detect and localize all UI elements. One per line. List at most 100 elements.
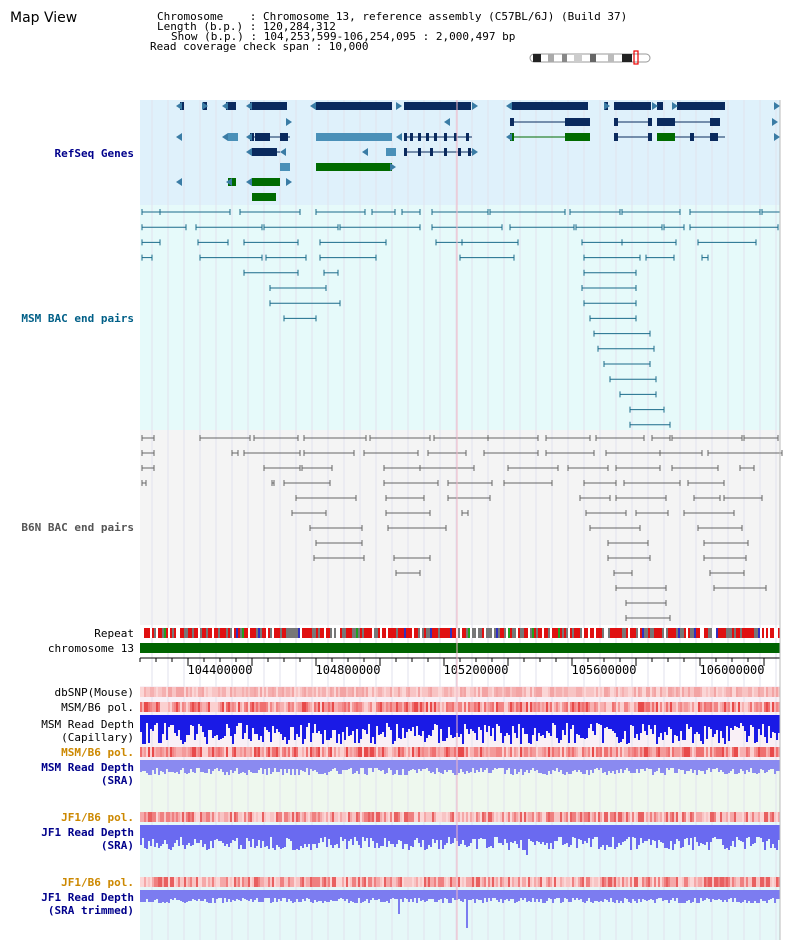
depth-bar <box>170 715 172 725</box>
depth-bar <box>726 715 728 726</box>
repeat-stripe <box>272 628 274 638</box>
heat-cell <box>508 812 510 822</box>
heat-cell <box>548 747 550 757</box>
depth-bar <box>510 760 512 774</box>
jf1-read-depth-trimmed-track[interactable] <box>140 890 780 928</box>
track-label-b6n-bac[interactable]: B6N BAC end pairs <box>21 521 134 534</box>
depth-bar <box>266 890 268 898</box>
dbsnp-heat-track[interactable] <box>140 687 780 697</box>
depth-bar <box>458 890 460 899</box>
depth-bar <box>712 825 714 838</box>
heat-cell <box>654 702 656 712</box>
depth-bar <box>324 890 326 901</box>
depth-bar <box>522 715 524 728</box>
track-label-dbsnp[interactable]: dbSNP(Mouse) <box>54 686 134 699</box>
depth-bar <box>662 760 664 773</box>
depth-bar <box>286 760 288 773</box>
track-label-msm-read-depth-sra[interactable]: MSM Read Depth (SRA) <box>0 761 134 787</box>
track-label-jf1-b6-pol-2[interactable]: JF1/B6 pol. <box>61 876 134 889</box>
depth-bar <box>356 825 358 841</box>
track-label-jf1-read-depth[interactable]: JF1 Read Depth (SRA) <box>0 826 134 852</box>
heat-cell <box>740 877 742 887</box>
repeat-stripe <box>702 628 704 638</box>
depth-bar <box>570 715 572 729</box>
heat-cell <box>710 812 712 822</box>
heat-cell <box>572 812 574 822</box>
heat-cell <box>616 747 618 757</box>
heat-cell <box>604 812 606 822</box>
heat-cell <box>666 877 668 887</box>
depth-bar <box>368 760 370 768</box>
repeat-stripe <box>270 628 272 638</box>
heat-cell <box>772 747 774 757</box>
heat-cell <box>512 747 514 757</box>
heat-cell <box>398 877 400 887</box>
heat-cell <box>440 747 442 757</box>
depth-bar <box>682 825 684 847</box>
chromosome-bar[interactable] <box>140 643 780 653</box>
track-label-refseq[interactable]: RefSeq Genes <box>54 147 134 160</box>
jf1-b6-pol-heat-track[interactable] <box>140 812 780 822</box>
track-label-chromosome[interactable]: chromosome 13 <box>47 642 134 655</box>
jf1-read-depth-track[interactable] <box>140 825 780 855</box>
msm-read-depth-sra-track[interactable] <box>140 760 780 775</box>
refseq-gene-features[interactable] <box>176 102 780 201</box>
track-label-repeat[interactable]: Repeat <box>94 627 134 640</box>
msm-b6-pol-heat-track[interactable] <box>140 702 780 712</box>
heat-cell <box>620 702 622 712</box>
track-label-jf1-read-depth-trimmed[interactable]: JF1 Read Depth (SRA trimmed) <box>0 891 134 917</box>
repeat-stripe <box>174 628 176 638</box>
repeat-stripe <box>748 628 750 638</box>
heat-cell <box>444 702 446 712</box>
heat-cell <box>550 877 552 887</box>
msm-bac-features[interactable] <box>141 209 781 428</box>
depth-bar <box>406 890 408 899</box>
heat-cell <box>664 812 666 822</box>
depth-bar <box>180 760 182 770</box>
heat-cell <box>676 702 678 712</box>
heat-cell <box>626 747 628 757</box>
msm-b6-pol-heat-track-2[interactable] <box>140 747 780 757</box>
depth-bar <box>238 715 240 723</box>
track-label-msm-bac[interactable]: MSM BAC end pairs <box>21 312 134 325</box>
depth-bar <box>322 890 324 903</box>
heat-cell <box>416 702 418 712</box>
heat-cell <box>720 812 722 822</box>
heat-cell <box>494 812 496 822</box>
depth-bar <box>352 760 354 774</box>
track-label-msm-read-depth-capillary[interactable]: MSM Read Depth (Capillary) <box>0 718 134 744</box>
depth-bar <box>188 715 190 735</box>
chromosome-ideogram[interactable] <box>529 50 651 65</box>
repeat-stripe <box>518 628 520 638</box>
depth-bar <box>474 825 476 839</box>
depth-bar <box>220 760 222 769</box>
depth-bar <box>172 715 174 725</box>
gene-exon <box>404 133 407 141</box>
repeat-stripe <box>176 628 178 638</box>
heat-cell <box>404 687 406 697</box>
depth-bar <box>676 760 678 773</box>
jf1-b6-pol-heat-track-2[interactable] <box>140 877 780 887</box>
heat-cell <box>486 702 488 712</box>
track-label-msm-b6-pol[interactable]: MSM/B6 pol. <box>61 701 134 714</box>
depth-bar <box>286 890 288 902</box>
heat-cell <box>644 747 646 757</box>
track-label-msm-b6-pol-2[interactable]: MSM/B6 pol. <box>61 746 134 759</box>
b6n-bac-features[interactable] <box>141 435 783 621</box>
depth-bar <box>386 825 388 847</box>
heat-cell <box>554 747 556 757</box>
heat-cell <box>384 812 386 822</box>
heat-cell <box>738 702 740 712</box>
msm-read-depth-capillary-track[interactable] <box>140 715 780 744</box>
heat-cell <box>308 747 310 757</box>
depth-bar <box>390 825 392 844</box>
repeat-stripe <box>156 628 158 638</box>
heat-cell <box>338 687 340 697</box>
depth-bar <box>384 825 386 838</box>
repeat-stripe <box>244 628 246 638</box>
track-label-jf1-b6-pol[interactable]: JF1/B6 pol. <box>61 811 134 824</box>
depth-bar <box>148 890 150 902</box>
depth-bar <box>556 715 558 738</box>
heat-cell <box>520 747 522 757</box>
